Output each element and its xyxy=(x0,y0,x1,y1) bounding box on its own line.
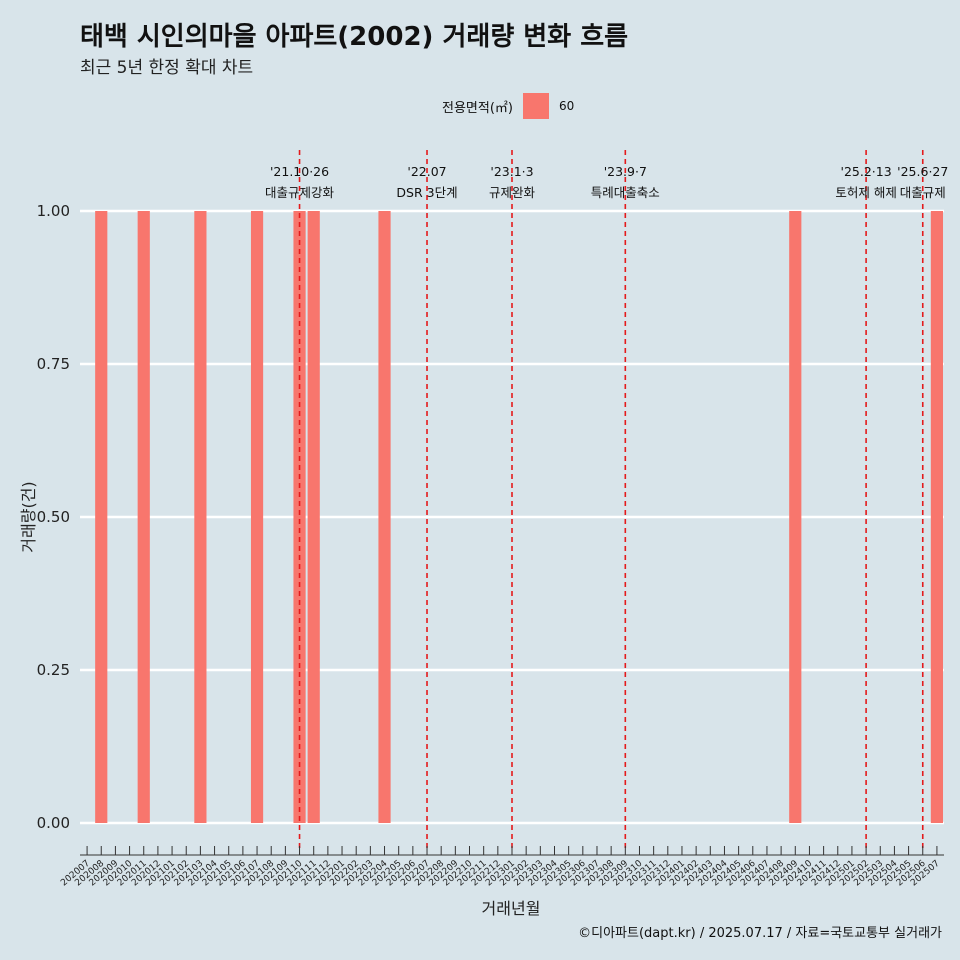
bar-202111 xyxy=(307,211,320,823)
annotation-label: 규제완화 xyxy=(489,185,536,200)
y-tick-label: 0.00 xyxy=(37,814,70,832)
annotation-date: '23.1·3 xyxy=(490,164,533,179)
annotation-label: DSR 3단계 xyxy=(396,185,457,200)
bar-202110 xyxy=(293,211,306,823)
y-tick-label: 0.75 xyxy=(37,355,70,373)
bar-202507 xyxy=(930,211,944,823)
bar-202103 xyxy=(194,211,207,823)
legend-title: 전용면적(㎡) xyxy=(442,100,513,116)
bar-202107 xyxy=(250,211,264,823)
chart-subtitle: 최근 5년 한정 확대 차트 xyxy=(80,58,254,78)
bar-202008 xyxy=(95,211,108,823)
grid-lines xyxy=(80,209,944,825)
legend: 전용면적(㎡) 60 xyxy=(442,93,574,119)
annotation-date: '21.10·26 xyxy=(270,164,329,179)
bar-202409 xyxy=(789,211,802,823)
annotation-label: 특례대출축소 xyxy=(591,185,660,200)
policy-annotations: '21.10·26 대출규제강화 '22.07 DSR 3단계 '23.1·3 규제완화 '… xyxy=(265,164,948,200)
bars xyxy=(95,211,944,823)
annotation-label: 대출규제 xyxy=(900,185,946,200)
y-tick-label: 1.00 xyxy=(37,202,70,220)
annotation-date: '25.6·27 xyxy=(897,164,948,179)
chart-title: 태백 시인의마을 아파트(2002) 거래량 변화 흐름 xyxy=(80,22,629,52)
y-tick-label: 0.50 xyxy=(37,508,70,526)
legend-swatch xyxy=(522,93,549,119)
x-axis: 2020072020082020092020102020112020122021… xyxy=(59,846,944,888)
annotation-date: '25.2·13 xyxy=(841,164,892,179)
y-axis-title: 거래량(건) xyxy=(19,481,38,552)
bar-202204 xyxy=(378,211,391,823)
y-axis: 0.00 0.25 0.50 0.75 1.00 xyxy=(37,202,70,832)
annotation-label: 대출규제강화 xyxy=(265,185,335,200)
annotation-date: '22.07 xyxy=(407,164,446,179)
source-caption: ©디아파트(dapt.kr) / 2025.07.17 / 자료=국토교통부 실… xyxy=(578,926,942,941)
bar-202011 xyxy=(137,211,150,823)
y-tick-label: 0.25 xyxy=(37,661,70,679)
annotation-date: '23.9·7 xyxy=(604,164,647,179)
x-axis-title: 거래년월 xyxy=(482,899,541,918)
legend-label: 60 xyxy=(558,99,575,113)
annotation-label: 토허제 해제 xyxy=(835,185,896,200)
policy-lines xyxy=(298,150,924,852)
